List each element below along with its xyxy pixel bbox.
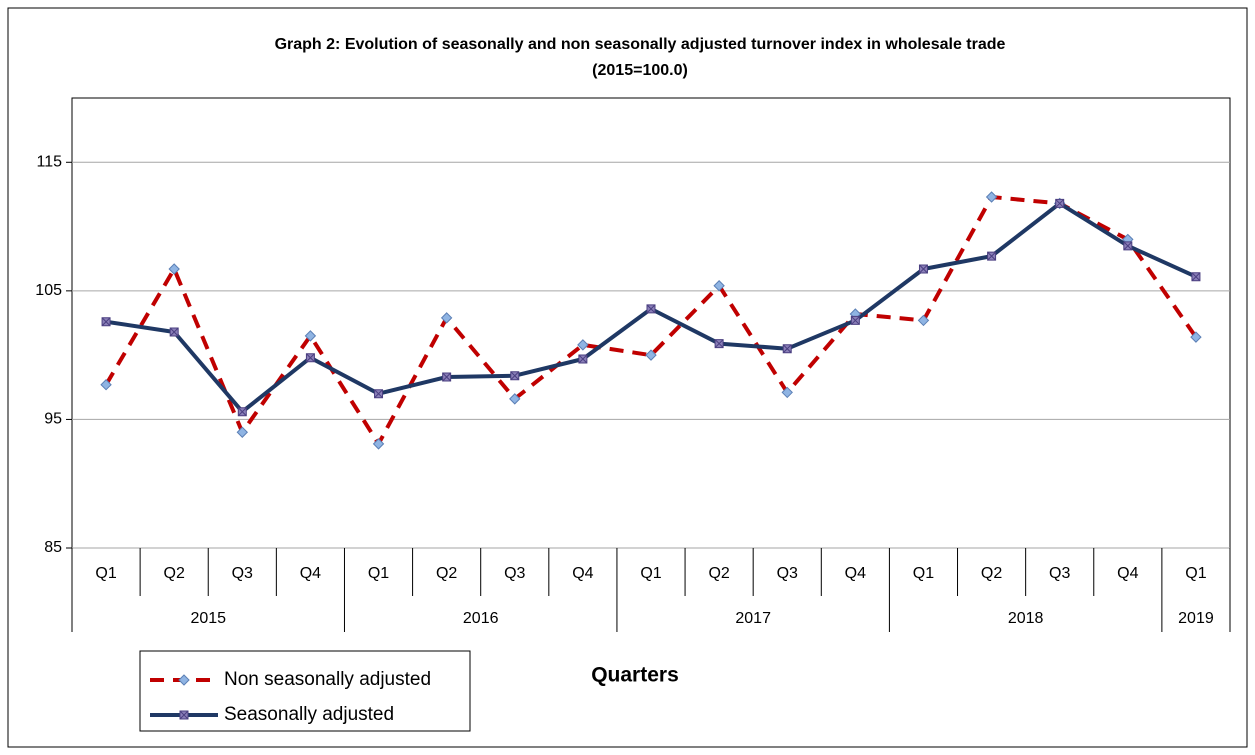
point-marker (645, 349, 657, 361)
x-axis-title: Quarters (591, 664, 679, 687)
x-tick-label: Q1 (368, 565, 389, 582)
y-tick-label: 95 (44, 411, 62, 428)
year-label: 2015 (190, 610, 226, 627)
point-marker (304, 330, 317, 342)
point-marker (850, 315, 860, 325)
point-marker (985, 191, 998, 203)
legend-label: Non seasonally adjusted (224, 669, 431, 690)
x-tick-label: Q1 (913, 565, 934, 582)
point-marker (440, 312, 453, 324)
legend-marker (178, 674, 190, 686)
series-line (104, 195, 1198, 446)
point-marker (372, 438, 385, 450)
point-marker (781, 386, 793, 399)
x-tick-label: Q2 (981, 565, 1002, 582)
point-marker (987, 251, 997, 261)
year-label: 2016 (463, 610, 499, 627)
chart-subtitle: (2015=100.0) (592, 62, 688, 79)
point-marker (169, 327, 179, 337)
x-tick-label: Q4 (1117, 565, 1138, 582)
x-tick-label: Q3 (1049, 565, 1070, 582)
y-tick-label: 115 (36, 154, 62, 171)
x-tick-label: Q3 (777, 565, 798, 582)
point-marker (646, 304, 656, 314)
x-tick-label: Q3 (504, 565, 525, 582)
point-marker (374, 389, 384, 399)
y-tick-label: 85 (44, 539, 62, 556)
legend-label: Seasonally adjusted (224, 704, 394, 725)
year-label: 2018 (1008, 610, 1044, 627)
point-marker (236, 426, 249, 438)
year-label: 2019 (1178, 610, 1214, 627)
point-marker (917, 314, 930, 327)
point-marker (100, 379, 112, 391)
point-marker (509, 393, 521, 405)
x-tick-label: Q2 (436, 565, 457, 582)
point-marker (918, 264, 928, 274)
point-marker (1190, 331, 1202, 343)
point-marker (510, 371, 520, 381)
point-marker (168, 263, 180, 275)
year-label: 2017 (735, 610, 771, 627)
point-marker (577, 339, 589, 351)
point-marker (713, 280, 725, 292)
point-marker (1191, 272, 1201, 282)
chart-border (7, 7, 1248, 748)
x-tick-label: Q1 (640, 565, 661, 582)
point-marker (782, 344, 792, 354)
x-tick-label: Q2 (164, 565, 185, 582)
point-marker (101, 317, 111, 327)
x-tick-label: Q1 (95, 565, 116, 582)
legend-marker (179, 710, 189, 720)
point-marker (1055, 198, 1065, 208)
point-marker (578, 354, 588, 364)
point-marker (442, 372, 452, 382)
x-tick-label: Q1 (1185, 565, 1206, 582)
point-marker (305, 353, 315, 363)
legend-box (139, 650, 471, 732)
point-marker (1123, 241, 1133, 251)
x-tick-label: Q2 (708, 565, 729, 582)
chart-title: Graph 2: Evolution of seasonally and non… (275, 36, 1006, 53)
x-tick-label: Q4 (300, 565, 321, 582)
x-tick-label: Q3 (232, 565, 253, 582)
y-tick-label: 105 (35, 282, 62, 299)
x-tick-label: Q4 (845, 565, 866, 582)
x-tick-label: Q4 (572, 565, 593, 582)
point-marker (237, 407, 247, 417)
point-marker (714, 339, 724, 349)
